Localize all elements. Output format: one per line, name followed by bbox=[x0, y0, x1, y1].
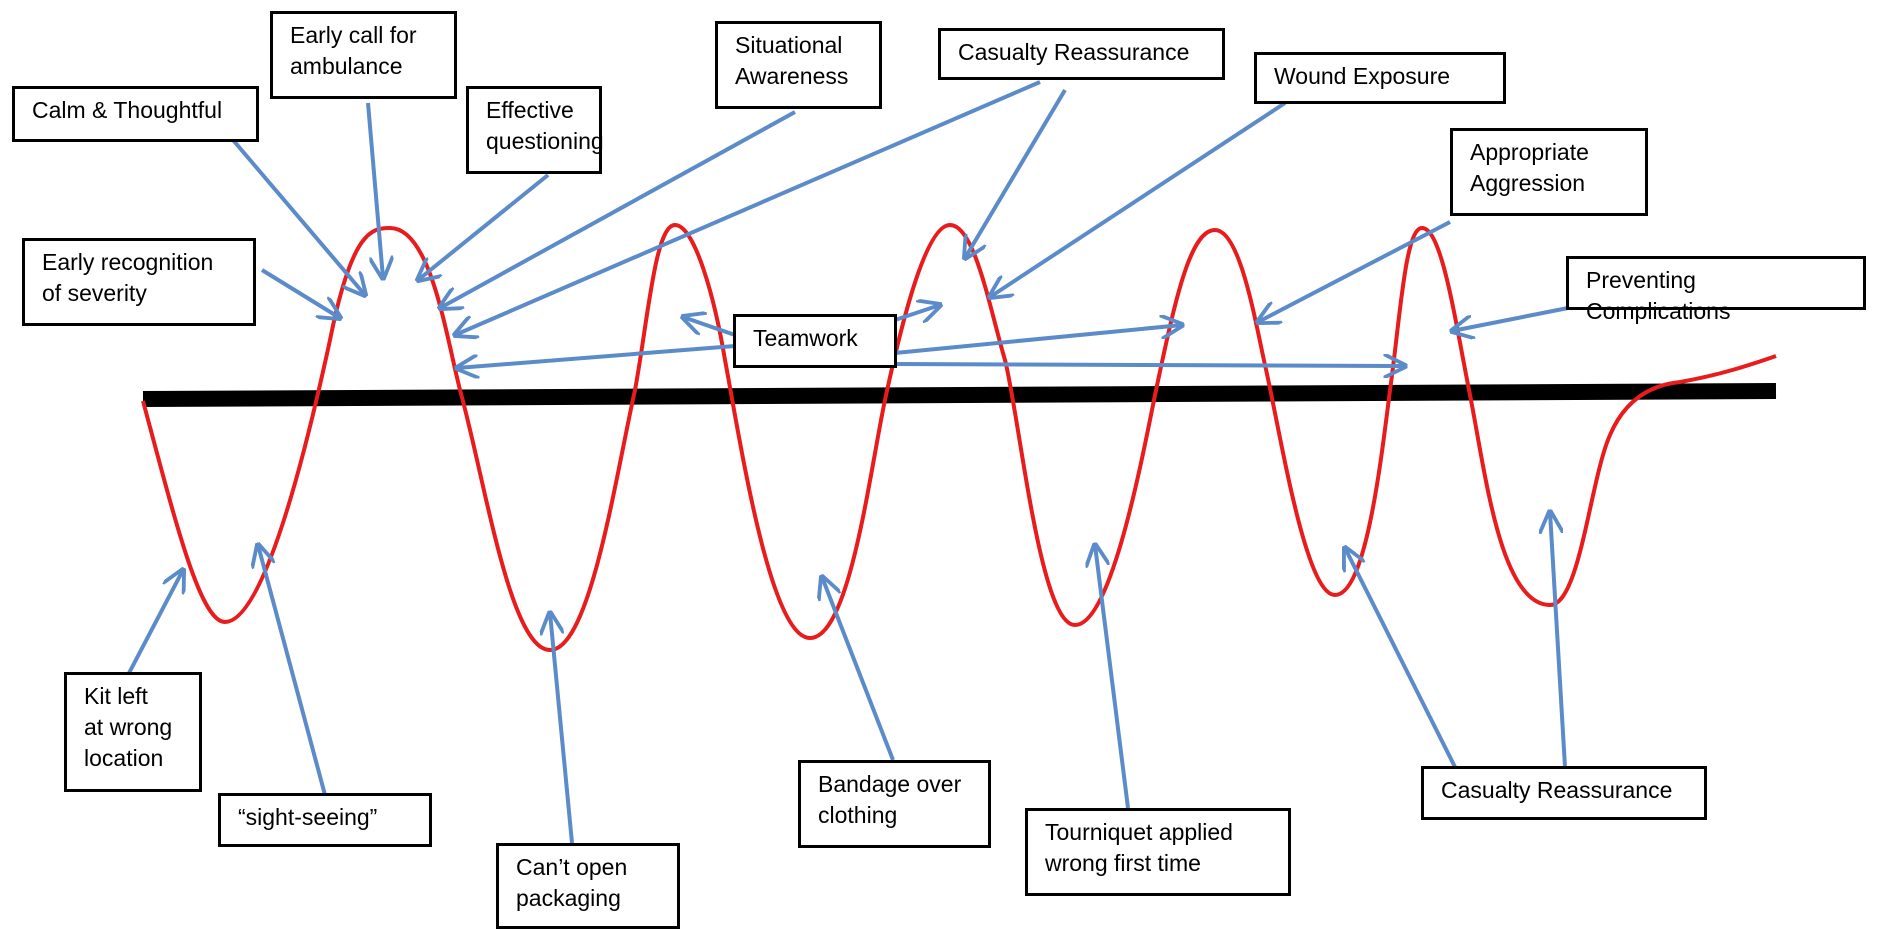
arrow-team-c bbox=[894, 305, 940, 320]
arrow-casualty-bottom-b bbox=[1550, 512, 1567, 768]
arrow-sight bbox=[258, 545, 327, 796]
arrow-wound bbox=[990, 101, 1287, 297]
arrow-situational bbox=[440, 110, 796, 308]
arrow-team-a bbox=[683, 317, 736, 337]
arrow-casualty-bottom-a bbox=[1345, 548, 1457, 768]
baseline bbox=[142, 383, 1777, 407]
arrows bbox=[126, 80, 1569, 844]
arrow-bandage bbox=[822, 577, 895, 761]
arrow-casualty-a bbox=[455, 80, 1041, 335]
label-cant-open-packaging: Can’t open packaging bbox=[496, 843, 680, 929]
label-situational-awareness: Situational Awareness bbox=[715, 21, 882, 109]
label-casualty-reassurance-bottom: Casualty Reassurance bbox=[1421, 766, 1707, 820]
label-calm-thoughtful: Calm & Thoughtful bbox=[12, 86, 259, 142]
arrow-team-e bbox=[894, 364, 1405, 366]
label-teamwork: Teamwork bbox=[733, 314, 897, 368]
label-tourniquet-wrong: Tourniquet applied wrong first time bbox=[1025, 808, 1291, 896]
label-sight-seeing: “sight-seeing” bbox=[218, 793, 432, 847]
label-preventing-complications: Preventing Complications bbox=[1566, 256, 1866, 324]
arrow-casualty-b bbox=[965, 88, 1067, 258]
arrow-effective-q bbox=[418, 173, 550, 280]
performance-wave bbox=[141, 222, 1777, 653]
arrow-team-b bbox=[457, 344, 736, 368]
arrow-team-d bbox=[894, 325, 1182, 355]
arrow-kit bbox=[126, 570, 183, 676]
arrow-early-recog bbox=[260, 268, 340, 318]
arrow-tourniquet bbox=[1095, 545, 1130, 809]
label-wound-exposure: Wound Exposure bbox=[1254, 52, 1506, 104]
label-kit-wrong-location: Kit left at wrong location bbox=[64, 672, 202, 792]
arrow-early-call bbox=[366, 102, 383, 278]
label-effective-questioning: Effective questioning bbox=[466, 86, 604, 174]
arrow-calm bbox=[231, 138, 365, 295]
label-appropriate-aggression: Appropriate Aggression bbox=[1450, 128, 1648, 216]
label-early-recognition-severity: Early recognition of severity bbox=[22, 238, 256, 326]
arrow-packaging bbox=[550, 613, 574, 844]
label-casualty-reassurance-top: Casualty Reassurance bbox=[938, 28, 1225, 80]
arrow-preventing bbox=[1452, 306, 1569, 331]
arrow-aggression bbox=[1258, 220, 1451, 322]
label-early-call-ambulance: Early call for ambulance bbox=[270, 11, 457, 99]
label-bandage-over-clothing: Bandage over clothing bbox=[798, 760, 991, 848]
